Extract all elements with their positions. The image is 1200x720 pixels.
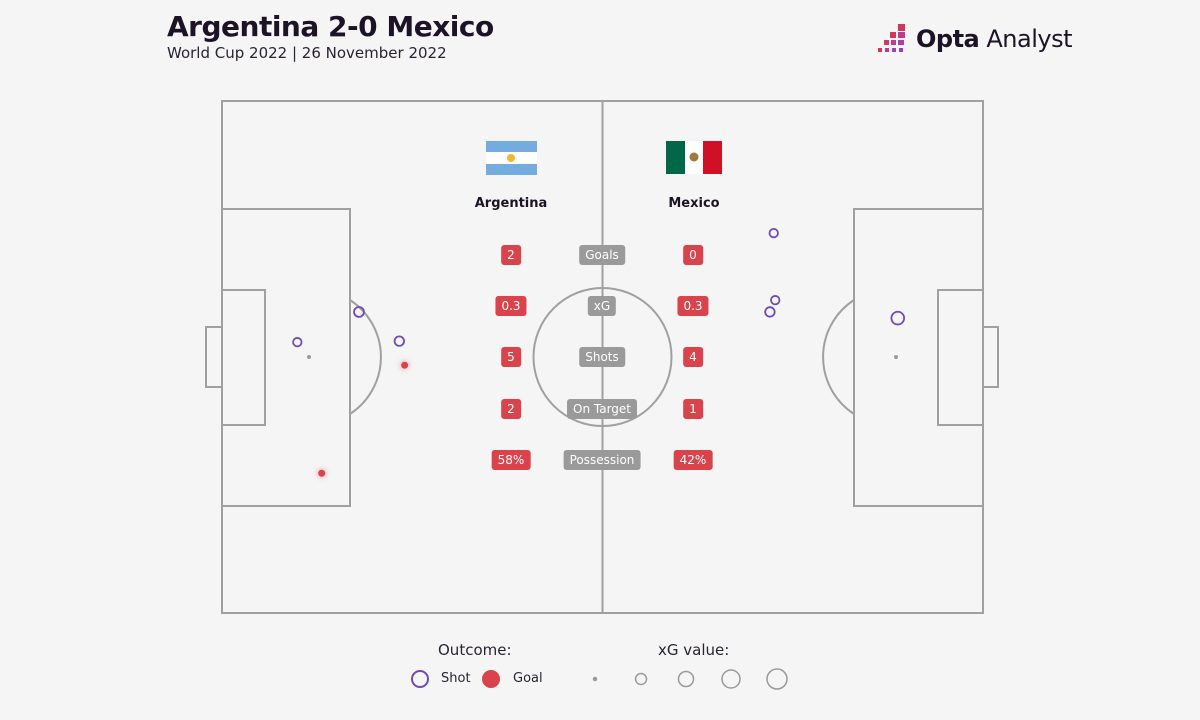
left-goal [205, 326, 223, 388]
away-xg: 0.3 [677, 296, 709, 316]
legend-goal-label: Goal [513, 671, 543, 686]
away-goals: 0 [683, 245, 703, 265]
argentina-shot-point [353, 306, 365, 318]
home-shots: 5 [501, 347, 521, 367]
logo-pixel-icon [878, 24, 905, 52]
legend-shot-icon [411, 670, 429, 688]
argentina-goal-point [318, 469, 326, 477]
away-team-name: Mexico [668, 196, 720, 211]
home-on-target: 2 [501, 399, 521, 419]
legend-xg-size-4 [721, 669, 741, 689]
mexico-shot-point [890, 310, 906, 326]
away-possession: 42% [673, 450, 713, 470]
home-xg: 0.3 [495, 296, 527, 316]
stat-label-on-target: On Target [567, 399, 637, 419]
right-penalty-spot [894, 355, 898, 359]
left-six-yard-box [221, 289, 266, 426]
legend-xg-size-1 [592, 676, 598, 682]
logo-bold: Opta [916, 25, 980, 53]
legend-xg-title: xG value: [658, 641, 730, 659]
argentina-shot-point [393, 335, 405, 347]
stat-label-possession: Possession [563, 450, 641, 470]
centre-circle [532, 287, 673, 427]
argentina-goal-point [401, 361, 409, 369]
right-goal [982, 326, 999, 388]
away-on-target: 1 [683, 399, 703, 419]
right-six-yard-box [937, 289, 984, 426]
mexico-shot-point [770, 295, 781, 306]
left-penalty-arc [349, 299, 382, 415]
argentina-shot-point [292, 337, 303, 348]
right-penalty-arc [822, 299, 855, 415]
right-penalty-box [853, 208, 984, 507]
legend-xg-size-5 [766, 668, 788, 690]
mexico-shot-point [768, 227, 779, 239]
stat-label-goals: Goals [579, 245, 625, 265]
home-team-name: Argentina [474, 196, 548, 211]
legend-xg-size-2 [634, 672, 648, 686]
page-subtitle: World Cup 2022 | 26 November 2022 [167, 44, 447, 62]
page-title: Argentina 2-0 Mexico [167, 10, 494, 43]
home-possession: 58% [491, 450, 531, 470]
legend-shot-label: Shot [441, 671, 471, 686]
legend-outcome-title: Outcome: [438, 641, 512, 659]
logo-light: Analyst [986, 25, 1073, 53]
away-shots: 4 [683, 347, 703, 367]
mexico-flag-icon [666, 141, 685, 174]
mexico-shot-point [764, 306, 776, 318]
legend-goal-icon [482, 670, 500, 688]
left-penalty-box [221, 208, 351, 507]
home-goals: 2 [501, 245, 521, 265]
stat-label-xg: xG [587, 296, 617, 316]
left-penalty-spot [307, 355, 311, 359]
stat-label-shots: Shots [579, 347, 625, 367]
legend-xg-size-3 [677, 670, 695, 688]
opta-analyst-logo: Opta Analyst [876, 22, 1073, 56]
